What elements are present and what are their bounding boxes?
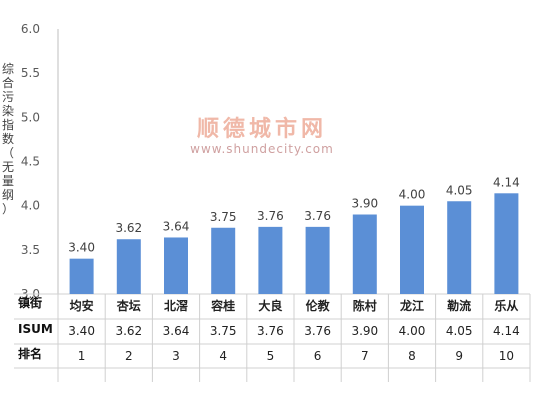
y-tick-label: 6.0 bbox=[21, 22, 40, 36]
bar-value-label: 3.64 bbox=[163, 219, 190, 233]
bar-value-label: 4.14 bbox=[493, 175, 520, 189]
rank-cell: 9 bbox=[455, 349, 463, 363]
bar-value-label: 3.76 bbox=[257, 209, 284, 223]
category-label: 龙江 bbox=[399, 299, 424, 313]
y-axis-label: 综合污染指数（无量纲） bbox=[1, 62, 14, 216]
y-tick-label: 4.0 bbox=[21, 199, 40, 213]
watermark: 顺德城市网 www.shundecity.com bbox=[182, 117, 342, 157]
category-label: 容桂 bbox=[211, 299, 236, 313]
isum-cell: 3.90 bbox=[351, 324, 379, 338]
rank-cell: 5 bbox=[266, 349, 275, 363]
isum-cell: 4.05 bbox=[445, 324, 473, 338]
category-label: 勒流 bbox=[447, 299, 472, 313]
bar-value-label: 3.62 bbox=[115, 221, 142, 235]
watermark-url: www.shundecity.com bbox=[190, 142, 334, 156]
category-label: 乐从 bbox=[494, 299, 519, 313]
isum-cell: 3.76 bbox=[304, 324, 331, 338]
rank-cell: 3 bbox=[172, 349, 180, 363]
table-row-header-isum: ISUM bbox=[18, 322, 53, 336]
bar-value-label: 4.00 bbox=[399, 188, 426, 202]
rank-cell: 6 bbox=[313, 349, 322, 363]
bar-value-label: 3.40 bbox=[68, 241, 95, 255]
y-tick-label: 4.5 bbox=[21, 155, 40, 169]
category-label: 大良 bbox=[258, 299, 283, 313]
bar bbox=[116, 239, 141, 294]
isum-cell: 3.62 bbox=[115, 324, 143, 338]
rank-cell: 7 bbox=[360, 349, 369, 363]
category-label: 均安 bbox=[69, 299, 94, 313]
bar bbox=[164, 237, 188, 294]
watermark-title: 顺德城市网 bbox=[196, 117, 327, 142]
rank-cell: 10 bbox=[498, 349, 515, 363]
isum-cell: 3.40 bbox=[68, 324, 95, 338]
bar-value-label: 3.76 bbox=[304, 209, 331, 223]
bar-value-label: 4.05 bbox=[446, 183, 473, 197]
rank-cell: 8 bbox=[408, 349, 416, 363]
bar bbox=[305, 226, 330, 294]
bar bbox=[258, 226, 283, 294]
isum-cell: 3.76 bbox=[257, 324, 284, 338]
bar bbox=[400, 205, 424, 294]
table-row-header-town: 镇街 bbox=[18, 296, 43, 310]
bar bbox=[352, 214, 377, 294]
table-row-header-rank: 排名 bbox=[18, 347, 43, 361]
y-tick-label: 3.5 bbox=[21, 243, 40, 257]
category-label: 北滘 bbox=[163, 299, 188, 313]
bar bbox=[211, 227, 236, 294]
category-label: 陈村 bbox=[352, 299, 377, 313]
bar-value-label: 3.90 bbox=[351, 197, 378, 211]
bar bbox=[494, 193, 519, 294]
rank-cell: 2 bbox=[124, 349, 133, 363]
isum-cell: 4.14 bbox=[493, 324, 520, 338]
bar-value-label: 3.75 bbox=[210, 210, 237, 224]
rank-cell: 4 bbox=[219, 349, 227, 363]
category-label: 杏坛 bbox=[116, 299, 141, 313]
category-label: 伦教 bbox=[305, 299, 330, 313]
bar bbox=[69, 258, 94, 294]
rank-cell: 1 bbox=[77, 349, 86, 363]
isum-cell: 4.00 bbox=[398, 324, 426, 338]
bar bbox=[447, 201, 472, 294]
isum-cell: 3.75 bbox=[209, 324, 237, 338]
y-tick-label: 5.0 bbox=[21, 110, 40, 124]
y-tick-label: 5.5 bbox=[21, 66, 40, 80]
isum-cell: 3.64 bbox=[162, 324, 190, 338]
